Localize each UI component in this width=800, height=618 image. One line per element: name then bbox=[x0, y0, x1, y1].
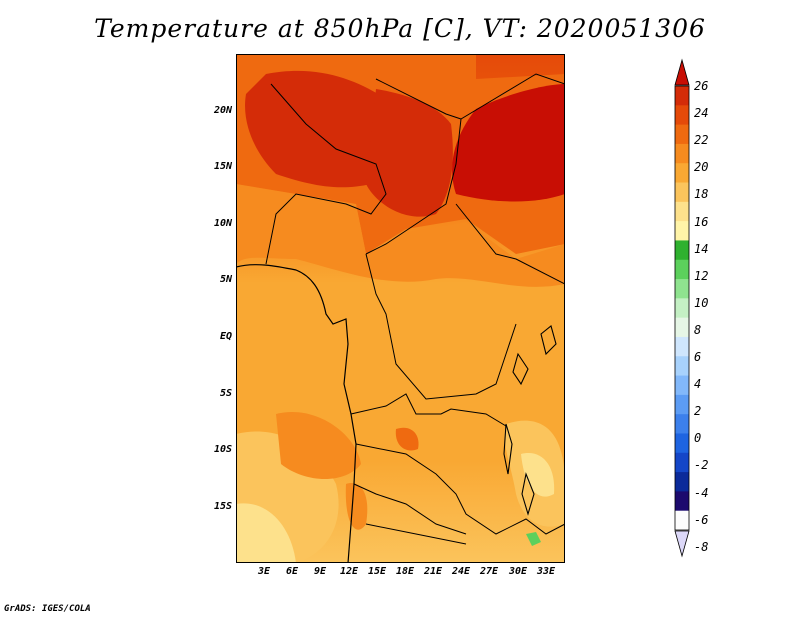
colorbar-label: 20 bbox=[694, 160, 709, 175]
lon-label: 15E bbox=[367, 566, 387, 577]
colorbar-segment bbox=[675, 240, 689, 261]
colorbar-label: -6 bbox=[694, 512, 709, 527]
lat-label: 15S bbox=[213, 501, 232, 512]
lon-label: 27E bbox=[479, 566, 499, 577]
lake-shorelines bbox=[503, 325, 557, 516]
colorbar-segment bbox=[675, 279, 689, 299]
lon-label: 21E bbox=[423, 566, 443, 577]
colorbar bbox=[674, 58, 690, 558]
colorbar-label: 14 bbox=[694, 241, 709, 256]
lon-label: 6E bbox=[285, 566, 299, 577]
lat-label: 20N bbox=[213, 105, 232, 116]
lon-label: 18E bbox=[395, 566, 415, 577]
colorbar-label: 24 bbox=[694, 106, 709, 121]
lon-label: 12E bbox=[339, 566, 359, 577]
temp-region-22c-central bbox=[276, 412, 361, 479]
colorbar-segment bbox=[675, 510, 689, 531]
colorbar-bottom-arrow bbox=[674, 530, 690, 558]
lat-label: 5N bbox=[219, 274, 232, 285]
lon-label: 24E bbox=[451, 566, 471, 577]
lon-label: 30E bbox=[508, 566, 528, 577]
temp-region-16c-southwest bbox=[236, 503, 296, 563]
colorbar-segment bbox=[675, 414, 689, 434]
temp-region-26c-west bbox=[245, 70, 389, 188]
temperature-map bbox=[236, 54, 565, 563]
lat-label: 5S bbox=[219, 388, 232, 399]
colorbar-segment bbox=[675, 336, 689, 357]
colorbar-label: 12 bbox=[694, 268, 709, 283]
colorbar-top-arrow bbox=[674, 58, 690, 86]
colorbar-segment bbox=[675, 298, 689, 319]
lon-label: 3E bbox=[257, 566, 271, 577]
lat-label: 10N bbox=[213, 218, 232, 229]
colorbar-label: 18 bbox=[694, 187, 709, 202]
lat-label: 15N bbox=[213, 161, 232, 172]
colorbar-label: -8 bbox=[694, 539, 709, 554]
colorbar-segment bbox=[675, 221, 689, 241]
colorbar-segment bbox=[675, 433, 689, 454]
colorbar-segment bbox=[675, 182, 689, 203]
temp-region-26c-center bbox=[366, 89, 453, 217]
credit-text: GrADS: IGES/COLA bbox=[4, 604, 91, 614]
map-title: Temperature at 850hPa [C], VT: 202005130… bbox=[94, 14, 706, 43]
colorbar-segment bbox=[675, 452, 689, 473]
colorbar-label: 26 bbox=[694, 79, 709, 93]
country-borders bbox=[265, 73, 565, 545]
colorbar-segment bbox=[675, 317, 689, 338]
colorbar-segment bbox=[675, 105, 689, 126]
colorbar-segment bbox=[675, 86, 689, 106]
temp-region-22c-hotspot bbox=[395, 427, 419, 451]
colorbar-segment bbox=[675, 394, 689, 415]
colorbar-label: -2 bbox=[694, 458, 709, 473]
colorbar-label: -4 bbox=[694, 485, 709, 500]
temp-region-16c-east bbox=[521, 453, 555, 497]
colorbar-label: 16 bbox=[694, 214, 709, 229]
colorbar-segment bbox=[675, 143, 689, 164]
lon-label: 33E bbox=[536, 566, 556, 577]
lat-label: 10S bbox=[213, 444, 232, 455]
colorbar-label: 0 bbox=[694, 431, 702, 446]
colorbar-segment bbox=[675, 491, 689, 512]
colorbar-segment bbox=[675, 375, 689, 396]
lon-label: 9E bbox=[313, 566, 327, 577]
colorbar-label: 10 bbox=[694, 295, 709, 310]
colorbar-segment bbox=[675, 259, 689, 280]
colorbar-segment bbox=[675, 201, 689, 222]
colorbar-segment bbox=[675, 356, 689, 377]
temp-region-26c-east bbox=[452, 84, 565, 202]
colorbar-label: 6 bbox=[694, 350, 702, 364]
coastline bbox=[236, 264, 357, 563]
colorbar-label: 8 bbox=[694, 322, 702, 337]
colorbar-segment bbox=[675, 124, 689, 145]
temp-region-22c bbox=[236, 184, 565, 287]
map-frame bbox=[236, 54, 565, 563]
lat-label: EQ bbox=[219, 331, 232, 342]
colorbar-label: 2 bbox=[694, 404, 702, 419]
colorbar-segment bbox=[675, 472, 689, 492]
temp-region-12c-patch bbox=[526, 532, 541, 546]
colorbar-label: 4 bbox=[694, 377, 702, 392]
colorbar-label: 22 bbox=[694, 133, 709, 148]
colorbar-segment bbox=[675, 163, 689, 184]
colorbar-outline bbox=[674, 85, 690, 531]
